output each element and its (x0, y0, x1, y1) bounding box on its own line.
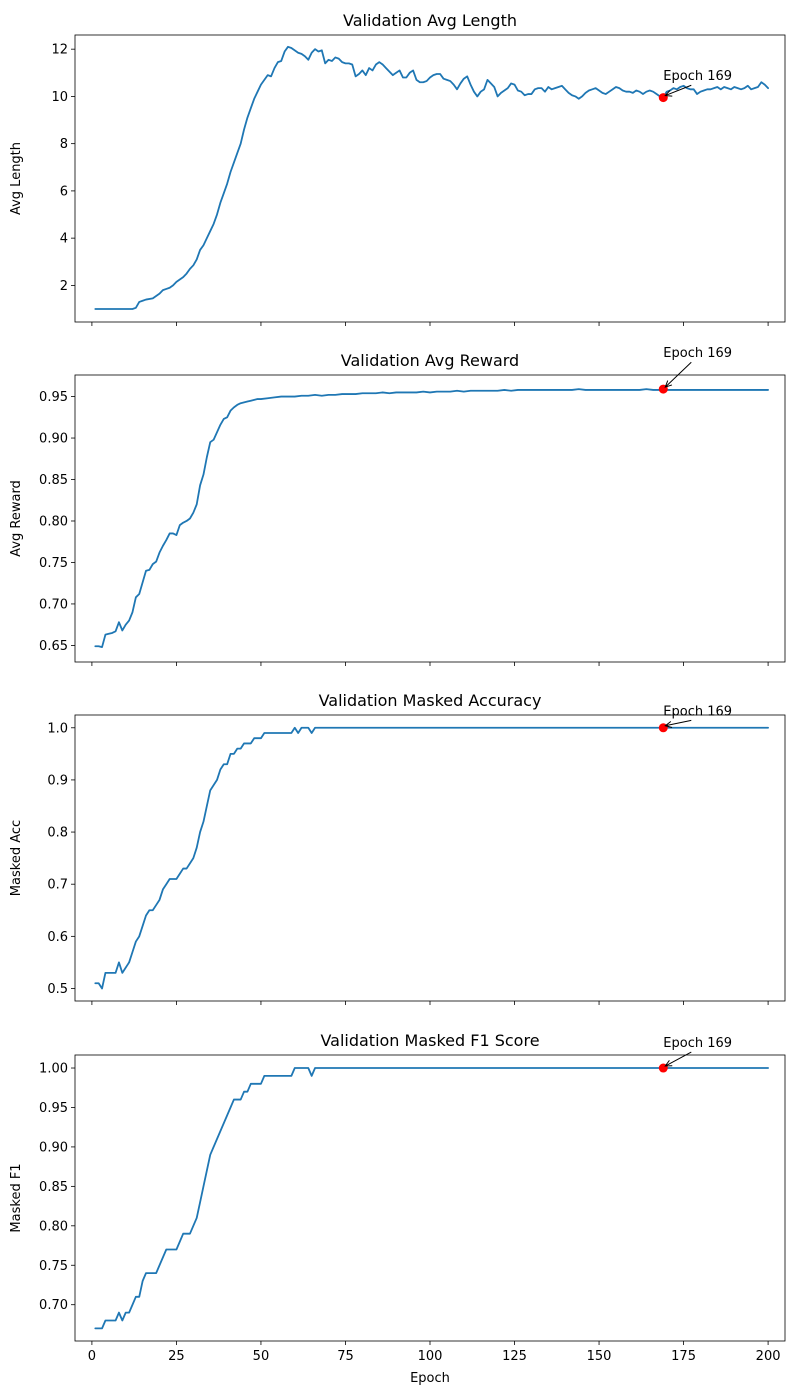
y-axis-label: Avg Reward (9, 480, 24, 557)
chart-title: Validation Avg Reward (341, 351, 519, 370)
y-tick-label: 1.0 (47, 721, 68, 736)
y-tick-label: 0.75 (39, 1259, 68, 1274)
y-tick-label: 0.9 (47, 773, 68, 788)
chart-panel-3: Validation Masked Accuracy Masked Acc 0.5 0… (9, 691, 786, 1005)
series-line (94, 726, 769, 990)
y-axis-label: Masked Acc (9, 820, 24, 896)
axes-frame (74, 714, 786, 1002)
y-tick-label: 0.70 (39, 1298, 68, 1313)
y-tick-label: 0.90 (39, 1140, 68, 1155)
x-tick-label: 75 (337, 1349, 354, 1364)
x-axis-label: Epoch (410, 1371, 450, 1386)
y-tick-label: 4 (60, 232, 68, 247)
series-line (94, 388, 769, 648)
x-tick-label: 25 (168, 1349, 185, 1364)
y-tick-label: 0.95 (39, 390, 68, 405)
annotation-label: Epoch 169 (663, 1036, 732, 1051)
y-tick-label: 1.00 (39, 1062, 68, 1077)
y-tick-label: 0.70 (39, 597, 68, 612)
y-tick-label: 0.8 (47, 826, 68, 841)
chart-title: Validation Masked F1 Score (320, 1031, 539, 1050)
y-tick-label: 2 (60, 279, 68, 294)
y-tick-label: 0.90 (39, 432, 68, 447)
axes-frame (74, 374, 786, 663)
x-tick-label: 125 (502, 1349, 527, 1364)
y-tick-label: 6 (60, 184, 68, 199)
x-tick-label: 100 (418, 1349, 443, 1364)
annotation-arrow (664, 1051, 692, 1067)
axes-frame (74, 34, 786, 323)
y-tick-label: 0.95 (39, 1101, 68, 1116)
y-tick-label: 0.80 (39, 1219, 68, 1234)
y-tick-label: 0.85 (39, 1180, 68, 1195)
x-tick-label: 50 (253, 1349, 270, 1364)
y-tick-label: 0.7 (47, 878, 68, 893)
y-axis-label: Avg Length (9, 142, 24, 215)
x-tick-label: 150 (587, 1349, 612, 1364)
chart-panel-1: Validation Avg Length Avg Length 2 4 6 8 10 12 E… (9, 11, 786, 326)
y-tick-label: 0.5 (47, 982, 68, 997)
y-tick-label: 0.80 (39, 514, 68, 529)
annotation-label: Epoch 169 (663, 704, 732, 719)
series-line (94, 1067, 769, 1330)
y-tick-label: 0.75 (39, 556, 68, 571)
annotation-label: Epoch 169 (663, 346, 732, 361)
annotation-arrow (664, 719, 692, 728)
chart-panel-4: Validation Masked F1 Score Masked F1 Epoch… (9, 1031, 786, 1386)
annotation-arrow (664, 84, 692, 97)
chart-title: Validation Masked Accuracy (319, 691, 542, 710)
annotation-label: Epoch 169 (663, 69, 732, 84)
axes-frame (74, 1054, 786, 1342)
y-tick-label: 10 (51, 90, 68, 105)
y-tick-label: 8 (60, 137, 68, 152)
y-tick-label: 0.85 (39, 473, 68, 488)
y-tick-label: 0.65 (39, 639, 68, 654)
y-tick-label: 12 (51, 43, 68, 58)
x-tick-label: 0 (88, 1349, 96, 1364)
chart-panel-2: Validation Avg Reward Avg Reward 0.65 0.70 0… (9, 346, 786, 666)
y-tick-label: 0.6 (47, 930, 68, 945)
x-tick-label: 175 (671, 1349, 696, 1364)
chart-title: Validation Avg Length (343, 11, 517, 30)
x-tick-label: 200 (756, 1349, 781, 1364)
series-line (94, 45, 769, 310)
y-axis-label: Masked F1 (9, 1163, 24, 1232)
